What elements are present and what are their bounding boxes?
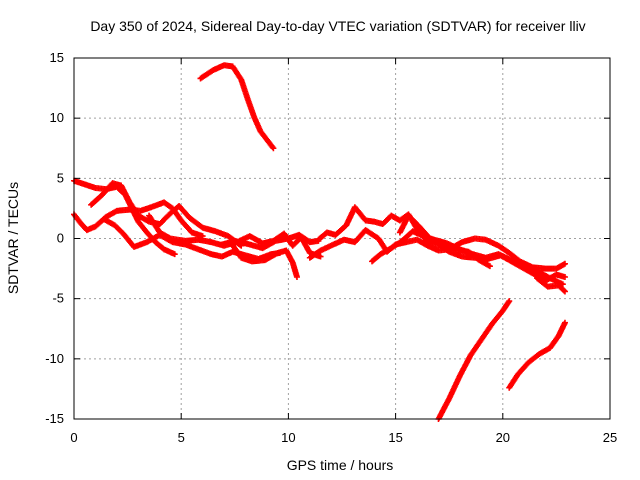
x-tick-label: 10 (281, 430, 295, 445)
data-point (270, 145, 277, 152)
y-axis-label: SDTVAR / TECUs (5, 182, 21, 294)
y-axis-ticks: 15 10 5 0 -5 -10 -15 (45, 50, 610, 426)
data-point (559, 281, 566, 288)
data-point (293, 274, 300, 281)
data-point (561, 319, 568, 326)
y-tick-label: -5 (52, 291, 64, 306)
y-tick-label: 10 (50, 110, 64, 125)
x-tick-label: 0 (70, 430, 77, 445)
x-axis-ticks: 0 5 10 15 20 25 (70, 58, 617, 445)
data-point (317, 253, 324, 260)
series-arc-13 (197, 62, 277, 152)
data-point (561, 288, 568, 295)
y-tick-label: 5 (57, 170, 64, 185)
series-arc-11 (396, 212, 493, 270)
data-point (171, 251, 178, 258)
series-arc-12 (534, 275, 568, 295)
y-tick-label: -15 (45, 411, 64, 426)
x-axis-label: GPS time / hours (287, 457, 394, 473)
series-arc-14 (435, 298, 513, 422)
series-arc-3 (71, 199, 206, 240)
data-series (71, 62, 568, 422)
y-tick-label: -10 (45, 351, 64, 366)
x-tick-label: 20 (496, 430, 510, 445)
series-arc-15 (506, 319, 568, 391)
x-tick-label: 5 (178, 430, 185, 445)
data-point (561, 274, 568, 281)
series-arc-7 (227, 239, 300, 281)
data-point (486, 263, 493, 270)
y-tick-label: 15 (50, 50, 64, 65)
data-point (560, 287, 567, 294)
data-point (506, 298, 513, 305)
y-tick-label: 0 (57, 231, 64, 246)
gridlines (74, 58, 610, 419)
x-tick-label: 15 (388, 430, 402, 445)
data-point (561, 260, 568, 267)
x-tick-label: 25 (603, 430, 617, 445)
chart-title: Day 350 of 2024, Sidereal Day-to-day VTE… (90, 18, 585, 34)
